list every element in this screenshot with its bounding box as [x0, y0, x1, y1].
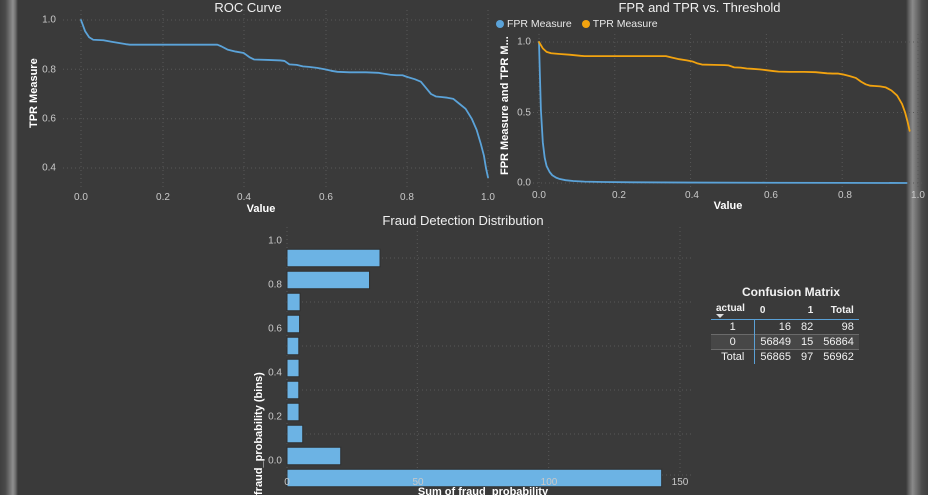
table-row[interactable]: 0 56849 15 56864: [711, 334, 859, 350]
roc-curve-panel: ROC Curve TPR Measure 1.0 0.8 0.6 0.4 0.…: [18, 0, 495, 215]
distribution-plot-area[interactable]: [286, 227, 692, 488]
distribution-bar[interactable]: [286, 248, 381, 268]
confusion-matrix-cell: 56864: [818, 334, 859, 350]
roc-curve-title: ROC Curve: [214, 0, 282, 15]
confusion-matrix-header-row: actual 0 1 Total: [711, 302, 859, 320]
roc-y-tick: 1.0: [42, 14, 56, 26]
roc-y-tick: 0.4: [42, 162, 56, 174]
confusion-matrix-cell: 98: [841, 321, 854, 333]
distribution-bar[interactable]: [286, 270, 371, 290]
roc-x-axis-label: Value: [246, 203, 276, 215]
table-row[interactable]: Total 56865 97 56962: [711, 349, 859, 364]
confusion-matrix-cell: 15: [796, 334, 819, 350]
roc-y-tick: 0.6: [42, 113, 56, 125]
distribution-y-tick: 0.2: [268, 411, 282, 423]
confusion-matrix-panel: Confusion Matrix actual 0 1 Total: [711, 285, 871, 364]
threshold-x-tick: 0.6: [764, 190, 778, 201]
threshold-x-axis-label: Value: [713, 200, 743, 212]
distribution-bar[interactable]: [286, 314, 301, 334]
threshold-y-tick: 0.5: [517, 107, 531, 119]
distribution-bar[interactable]: [286, 446, 342, 466]
distribution-y-tick: 0.8: [268, 279, 282, 291]
roc-x-tick: 0.8: [400, 192, 414, 203]
threshold-chart-panel: FPR and TPR vs. Threshold FPR Measure TP…: [473, 0, 926, 218]
distribution-x-tick: 150: [671, 477, 689, 488]
roc-gridlines: [63, 10, 489, 190]
window-left-edge: [0, 0, 18, 495]
confusion-matrix-body: 1 16 82 98 0 56849 15 56864 Total 56865: [711, 319, 859, 364]
distribution-y-axis-label: fraud_probability (bins): [253, 372, 265, 495]
legend-item-tpr[interactable]: TPR Measure: [581, 18, 658, 30]
distribution-y-tick: 0.4: [268, 367, 282, 379]
distribution-x-tick: 50: [412, 477, 424, 488]
distribution-y-tick: 0.0: [268, 455, 282, 467]
threshold-chart-title: FPR and TPR vs. Threshold: [618, 0, 781, 15]
legend-swatch-icon: [581, 20, 590, 28]
legend-label-fpr: FPR Measure: [507, 18, 572, 30]
threshold-x-tick: 0.8: [838, 190, 852, 201]
distribution-bar[interactable]: [286, 468, 663, 488]
confusion-matrix-actual-dropdown[interactable]: actual: [711, 302, 755, 320]
confusion-matrix-row-label: Total: [711, 349, 756, 364]
roc-x-tick: 0.0: [74, 192, 88, 203]
threshold-y-axis-label: FPR Measure and TPR M...: [499, 36, 511, 175]
distribution-x-tick: 100: [540, 477, 558, 488]
chevron-down-icon: [716, 314, 724, 318]
confusion-matrix-cell: 56865: [754, 349, 796, 364]
distribution-y-tick: 0.6: [268, 323, 282, 335]
threshold-y-tick: 1.0: [517, 36, 531, 48]
distribution-y-tick: 1.0: [268, 235, 282, 247]
distribution-x-axis-label: Sum of fraud_probability: [417, 486, 549, 495]
threshold-tpr-line: [538, 41, 911, 132]
confusion-matrix-col-header[interactable]: 0: [754, 302, 796, 320]
distribution-bar[interactable]: [286, 336, 300, 356]
roc-series-line: [80, 19, 489, 179]
confusion-matrix-row-label: 1: [711, 319, 756, 335]
legend-item-fpr[interactable]: FPR Measure: [496, 18, 572, 30]
distribution-panel: Fraud Detection Distribution fraud_proba…: [228, 205, 698, 495]
legend-swatch-icon: [496, 20, 504, 28]
distribution-bar[interactable]: [286, 358, 300, 378]
confusion-matrix-col-header[interactable]: 1: [796, 302, 819, 320]
confusion-matrix-cell: 82: [801, 321, 814, 333]
confusion-matrix-head: actual 0 1 Total: [711, 302, 859, 320]
threshold-gridlines: [533, 34, 923, 189]
threshold-fpr-line: [538, 41, 908, 184]
dashboard-canvas: ROC Curve TPR Measure 1.0 0.8 0.6 0.4 0.…: [18, 0, 925, 495]
confusion-matrix-row-label: 0: [711, 334, 756, 350]
threshold-x-tick: 0.2: [612, 190, 626, 201]
distribution-x-tick: 0: [284, 477, 290, 488]
distribution-bar[interactable]: [286, 402, 300, 422]
roc-y-tick: 0.8: [42, 64, 56, 76]
distribution-bar[interactable]: [286, 380, 300, 400]
confusion-matrix-cell: 16: [778, 321, 791, 333]
confusion-matrix-cell: 56962: [818, 349, 859, 364]
threshold-x-tick: 0.4: [685, 190, 699, 201]
distribution-bar[interactable]: [286, 424, 304, 444]
threshold-y-tick: 0.0: [517, 177, 531, 189]
confusion-matrix-title: Confusion Matrix: [742, 285, 840, 299]
roc-plot-area[interactable]: [63, 10, 489, 190]
distribution-bar[interactable]: [286, 292, 301, 312]
confusion-matrix-corner-label: actual: [716, 303, 745, 314]
roc-x-tick: 0.6: [319, 192, 333, 203]
distribution-title: Fraud Detection Distribution: [382, 213, 544, 228]
confusion-matrix-cell: 56849: [754, 334, 796, 350]
distribution-bars: [286, 248, 663, 488]
threshold-x-tick: 0.0: [532, 190, 546, 201]
roc-x-tick: 0.4: [237, 192, 251, 203]
roc-x-tick: 0.2: [156, 192, 170, 203]
confusion-matrix-table: actual 0 1 Total 1 16 82 98: [711, 302, 859, 364]
confusion-matrix-cell: 97: [796, 349, 819, 364]
threshold-legend[interactable]: FPR Measure TPR Measure: [496, 18, 664, 30]
table-row[interactable]: 1 16 82 98: [711, 319, 859, 335]
roc-x-tick: 1.0: [481, 192, 495, 203]
threshold-x-tick: 1.0: [911, 190, 925, 201]
confusion-matrix-col-header[interactable]: Total: [818, 302, 859, 320]
legend-label-tpr: TPR Measure: [592, 18, 658, 30]
window-right-edge: [906, 0, 928, 495]
threshold-plot-area[interactable]: [533, 34, 923, 189]
